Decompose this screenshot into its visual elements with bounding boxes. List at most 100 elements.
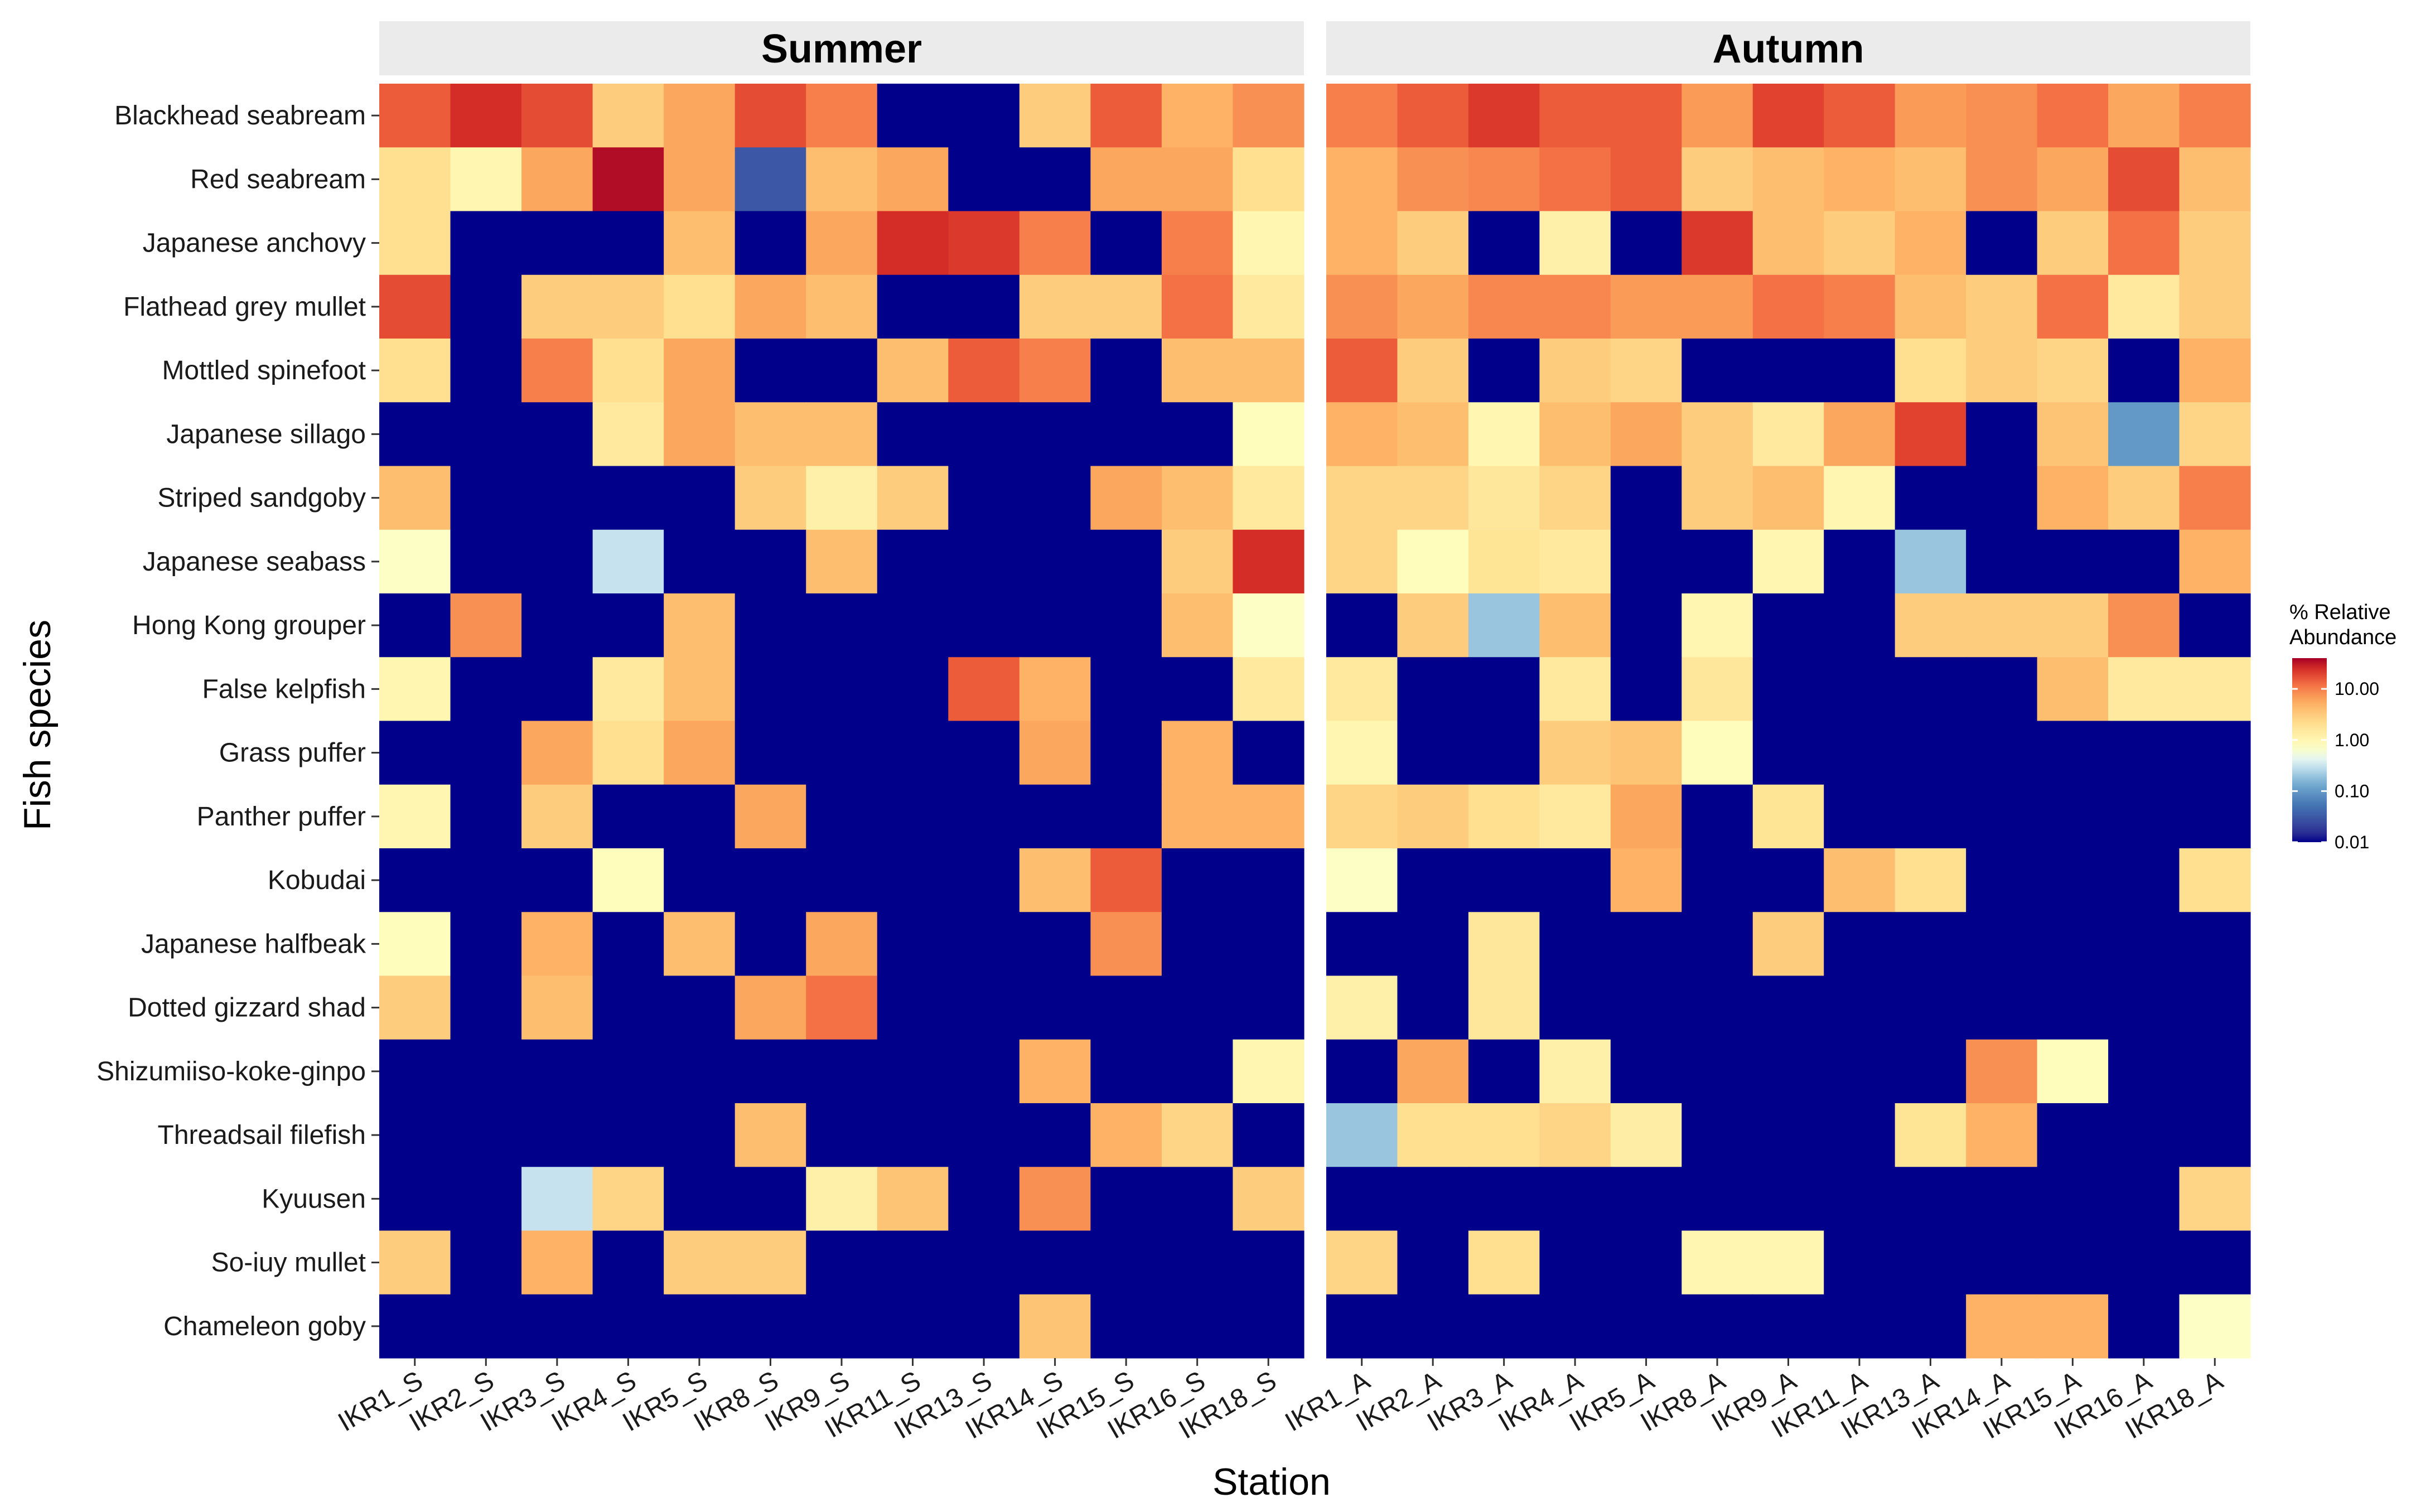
cell-IKR16_A-mottled-spinefoot: Mottled spinefoot @ IKR16_A: 0.01 xyxy=(2108,339,2180,403)
cell-IKR9_S-shizumiiso-koke-ginpo: Shizumiiso-koke-ginpo @ IKR9_S: 0.01 xyxy=(806,1039,878,1104)
cell-IKR16_S-flathead-grey-mullet: Flathead grey mullet @ IKR16_S: 12 xyxy=(1161,274,1234,339)
cell-IKR9_S-panther-puffer: Panther puffer @ IKR9_S: 0.01 xyxy=(806,784,878,849)
y-label-hong-kong-grouper: Hong Kong grouper xyxy=(132,611,366,640)
cell-IKR8_A-panther-puffer: Panther puffer @ IKR8_A: 0.01 xyxy=(1681,784,1753,849)
cell-IKR13_A-mottled-spinefoot: Mottled spinefoot @ IKR13_A: 2 xyxy=(1895,339,1966,403)
cell-IKR8_A-so-iuy-mullet: So-iuy mullet @ IKR8_A: 1 xyxy=(1681,1230,1753,1295)
cell-IKR1_S-panther-puffer: Panther puffer @ IKR1_S: 1 xyxy=(379,784,451,849)
cell-IKR1_S-japanese-seabass: Japanese seabass @ IKR1_S: 0.7 xyxy=(379,529,451,594)
cell-IKR14_S-false-kelpfish: False kelpfish @ IKR14_S: 5 xyxy=(1019,657,1091,722)
cell-IKR15_A-red-seabream: Red seabream @ IKR15_A: 6 xyxy=(2037,147,2109,212)
cell-IKR14_A-shizumiiso-koke-ginpo: Shizumiiso-koke-ginpo @ IKR14_A: 8 xyxy=(1966,1039,2038,1104)
cell-IKR3_A-blackhead-seabream: Blackhead seabream @ IKR3_A: 22 xyxy=(1468,84,1540,148)
cell-IKR9_A-striped-sandgoby: Striped sandgoby @ IKR9_A: 4 xyxy=(1752,466,1824,530)
cell-IKR13_A-so-iuy-mullet: So-iuy mullet @ IKR13_A: 0.01 xyxy=(1895,1230,1966,1295)
cell-IKR1_S-mottled-spinefoot: Mottled spinefoot @ IKR1_S: 2 xyxy=(379,339,451,403)
cell-IKR3_S-threadsail-filefish: Threadsail filefish @ IKR3_S: 0.01 xyxy=(521,1103,593,1167)
cell-IKR11_S-red-seabream: Red seabream @ IKR11_S: 6 xyxy=(877,147,949,212)
cell-IKR11_A-striped-sandgoby: Striped sandgoby @ IKR11_A: 1 xyxy=(1824,466,1896,530)
cell-IKR13_A-japanese-halfbeak: Japanese halfbeak @ IKR13_A: 0.01 xyxy=(1895,912,1966,977)
cell-IKR3_A-threadsail-filefish: Threadsail filefish @ IKR3_A: 2 xyxy=(1468,1103,1540,1167)
cell-IKR18_A-blackhead-seabream: Blackhead seabream @ IKR18_A: 10 xyxy=(2179,84,2251,148)
cell-IKR11_S-mottled-spinefoot: Mottled spinefoot @ IKR11_S: 4 xyxy=(877,339,949,403)
cell-IKR18_A-flathead-grey-mullet: Flathead grey mullet @ IKR18_A: 3 xyxy=(2179,274,2251,339)
cell-IKR4_S-false-kelpfish: False kelpfish @ IKR4_S: 1.5 xyxy=(592,657,664,722)
cell-IKR13_S-japanese-anchovy: Japanese anchovy @ IKR13_S: 22 xyxy=(948,211,1020,276)
cell-IKR1_S-japanese-anchovy: Japanese anchovy @ IKR1_S: 2 xyxy=(379,211,451,276)
cell-IKR2_A-flathead-grey-mullet: Flathead grey mullet @ IKR2_A: 6 xyxy=(1397,274,1469,339)
cell-IKR4_A-chameleon-goby: Chameleon goby @ IKR4_A: 0.01 xyxy=(1539,1294,1611,1359)
cell-IKR8_A-kyuusen: Kyuusen @ IKR8_A: 0.01 xyxy=(1681,1167,1753,1231)
cell-IKR2_S-dotted-gizzard-shad: Dotted gizzard shad @ IKR2_S: 0.01 xyxy=(450,975,522,1040)
cell-IKR13_A-japanese-anchovy: Japanese anchovy @ IKR13_A: 5 xyxy=(1895,211,1966,276)
cell-IKR14_S-kyuusen: Kyuusen @ IKR14_S: 8 xyxy=(1019,1167,1091,1231)
cell-IKR4_S-japanese-seabass: Japanese seabass @ IKR4_S: 0.3 xyxy=(592,529,664,594)
y-label-red-seabream: Red seabream xyxy=(190,165,366,194)
y-axis-title: Fish species xyxy=(16,620,59,830)
cell-IKR1_A-shizumiiso-koke-ginpo: Shizumiiso-koke-ginpo @ IKR1_A: 0.01 xyxy=(1326,1039,1398,1104)
cell-IKR11_A-red-seabream: Red seabream @ IKR11_A: 5 xyxy=(1824,147,1896,212)
cell-IKR13_A-threadsail-filefish: Threadsail filefish @ IKR13_A: 1.8 xyxy=(1895,1103,1966,1167)
legend-label-1.00: 1.00 xyxy=(2335,730,2369,750)
cell-IKR11_S-kobudai: Kobudai @ IKR11_S: 0.01 xyxy=(877,848,949,912)
cell-IKR2_A-striped-sandgoby: Striped sandgoby @ IKR2_A: 2.5 xyxy=(1397,466,1469,530)
cell-IKR13_S-striped-sandgoby: Striped sandgoby @ IKR13_S: 0.01 xyxy=(948,466,1020,530)
cell-IKR11_A-japanese-sillago: Japanese sillago @ IKR11_A: 6 xyxy=(1824,402,1896,467)
legend: % Relative Abundance 10.00 1.00 0.10 0.01 xyxy=(2289,601,2396,852)
cell-IKR9_A-panther-puffer: Panther puffer @ IKR9_A: 1.8 xyxy=(1752,784,1824,849)
cell-IKR3_A-japanese-seabass: Japanese seabass @ IKR3_A: 1.8 xyxy=(1468,529,1540,594)
cell-IKR16_A-so-iuy-mullet: So-iuy mullet @ IKR16_A: 0.01 xyxy=(2108,1230,2180,1295)
cell-IKR13_A-false-kelpfish: False kelpfish @ IKR13_A: 0.01 xyxy=(1895,657,1966,722)
cell-IKR15_A-shizumiiso-koke-ginpo: Shizumiiso-koke-ginpo @ IKR15_A: 0.8 xyxy=(2037,1039,2109,1104)
cell-IKR1_A-kyuusen: Kyuusen @ IKR1_A: 0.01 xyxy=(1326,1167,1398,1231)
cell-IKR4_A-hong-kong-grouper: Hong Kong grouper @ IKR4_A: 4 xyxy=(1539,593,1611,658)
cell-IKR8_S-japanese-sillago: Japanese sillago @ IKR8_S: 4 xyxy=(735,402,806,467)
cell-IKR14_A-panther-puffer: Panther puffer @ IKR14_A: 0.01 xyxy=(1966,784,2038,849)
cell-IKR14_S-flathead-grey-mullet: Flathead grey mullet @ IKR14_S: 3 xyxy=(1019,274,1091,339)
cell-IKR2_S-red-seabream: Red seabream @ IKR2_S: 1 xyxy=(450,147,522,212)
x-axis-title: Station xyxy=(1212,1461,1331,1503)
cell-IKR1_S-red-seabream: Red seabream @ IKR1_S: 2 xyxy=(379,147,451,212)
cell-IKR8_S-dotted-gizzard-shad: Dotted gizzard shad @ IKR8_S: 6 xyxy=(735,975,806,1040)
cell-IKR18_S-blackhead-seabream: Blackhead seabream @ IKR18_S: 8 xyxy=(1233,84,1304,148)
cell-IKR2_A-grass-puffer: Grass puffer @ IKR2_A: 0.01 xyxy=(1397,721,1469,785)
cell-IKR1_A-hong-kong-grouper: Hong Kong grouper @ IKR1_A: 0.01 xyxy=(1326,593,1398,658)
cell-IKR2_A-japanese-seabass: Japanese seabass @ IKR2_A: 0.8 xyxy=(1397,529,1469,594)
cell-IKR16_A-kyuusen: Kyuusen @ IKR16_A: 0.01 xyxy=(2108,1167,2180,1231)
cell-IKR1_A-japanese-seabass: Japanese seabass @ IKR1_A: 2.5 xyxy=(1326,529,1398,594)
cell-IKR3_S-striped-sandgoby: Striped sandgoby @ IKR3_S: 0.01 xyxy=(521,466,593,530)
cell-IKR1_A-grass-puffer: Grass puffer @ IKR1_A: 1 xyxy=(1326,721,1398,785)
cell-IKR8_A-red-seabream: Red seabream @ IKR8_A: 3 xyxy=(1681,147,1753,212)
cell-IKR5_A-threadsail-filefish: Threadsail filefish @ IKR5_A: 1.3 xyxy=(1610,1103,1682,1167)
cell-IKR3_S-hong-kong-grouper: Hong Kong grouper @ IKR3_S: 0.01 xyxy=(521,593,593,658)
cell-IKR11_S-flathead-grey-mullet: Flathead grey mullet @ IKR11_S: 0.01 xyxy=(877,274,949,339)
cell-IKR14_S-so-iuy-mullet: So-iuy mullet @ IKR14_S: 0.01 xyxy=(1019,1230,1091,1295)
cell-IKR13_S-blackhead-seabream: Blackhead seabream @ IKR13_S: 0.01 xyxy=(948,84,1020,148)
cell-IKR11_A-panther-puffer: Panther puffer @ IKR11_A: 0.01 xyxy=(1824,784,1896,849)
cell-IKR11_A-japanese-seabass: Japanese seabass @ IKR11_A: 0.01 xyxy=(1824,529,1896,594)
cell-IKR18_S-flathead-grey-mullet: Flathead grey mullet @ IKR18_S: 1.5 xyxy=(1233,274,1304,339)
cell-IKR15_A-dotted-gizzard-shad: Dotted gizzard shad @ IKR15_A: 0.01 xyxy=(2037,975,2109,1040)
cell-IKR15_S-dotted-gizzard-shad: Dotted gizzard shad @ IKR15_S: 0.01 xyxy=(1090,975,1162,1040)
cell-IKR18_A-japanese-anchovy: Japanese anchovy @ IKR18_A: 3 xyxy=(2179,211,2251,276)
cell-IKR16_S-japanese-sillago: Japanese sillago @ IKR16_S: 0.01 xyxy=(1161,402,1234,467)
cell-IKR13_A-grass-puffer: Grass puffer @ IKR13_A: 0.01 xyxy=(1895,721,1966,785)
cell-IKR8_A-japanese-seabass: Japanese seabass @ IKR8_A: 0.01 xyxy=(1681,529,1753,594)
cell-IKR2_S-false-kelpfish: False kelpfish @ IKR2_S: 0.01 xyxy=(450,657,522,722)
cell-IKR3_S-shizumiiso-koke-ginpo: Shizumiiso-koke-ginpo @ IKR3_S: 0.01 xyxy=(521,1039,593,1104)
cell-IKR11_A-chameleon-goby: Chameleon goby @ IKR11_A: 0.01 xyxy=(1824,1294,1896,1359)
cell-IKR16_A-japanese-sillago: Japanese sillago @ IKR16_A: 0.1 xyxy=(2108,402,2180,467)
cell-IKR8_A-shizumiiso-koke-ginpo: Shizumiiso-koke-ginpo @ IKR8_A: 0.01 xyxy=(1681,1039,1753,1104)
cell-IKR9_S-grass-puffer: Grass puffer @ IKR9_S: 0.01 xyxy=(806,721,878,785)
cell-IKR11_A-kyuusen: Kyuusen @ IKR11_A: 0.01 xyxy=(1824,1167,1896,1231)
cell-IKR16_S-chameleon-goby: Chameleon goby @ IKR16_S: 0.01 xyxy=(1161,1294,1234,1359)
cell-IKR14_A-threadsail-filefish: Threadsail filefish @ IKR14_A: 5 xyxy=(1966,1103,2038,1167)
cell-IKR15_S-panther-puffer: Panther puffer @ IKR15_S: 0.01 xyxy=(1090,784,1162,849)
cell-IKR14_A-striped-sandgoby: Striped sandgoby @ IKR14_A: 0.01 xyxy=(1966,466,2038,530)
cell-IKR3_S-kyuusen: Kyuusen @ IKR3_S: 0.3 xyxy=(521,1167,593,1231)
cell-IKR16_A-japanese-seabass: Japanese seabass @ IKR16_A: 0.01 xyxy=(2108,529,2180,594)
cell-IKR18_A-mottled-spinefoot: Mottled spinefoot @ IKR18_A: 5 xyxy=(2179,339,2251,403)
cell-IKR2_A-mottled-spinefoot: Mottled spinefoot @ IKR2_A: 3 xyxy=(1397,339,1469,403)
cell-IKR14_S-chameleon-goby: Chameleon goby @ IKR14_S: 3.5 xyxy=(1019,1294,1091,1359)
